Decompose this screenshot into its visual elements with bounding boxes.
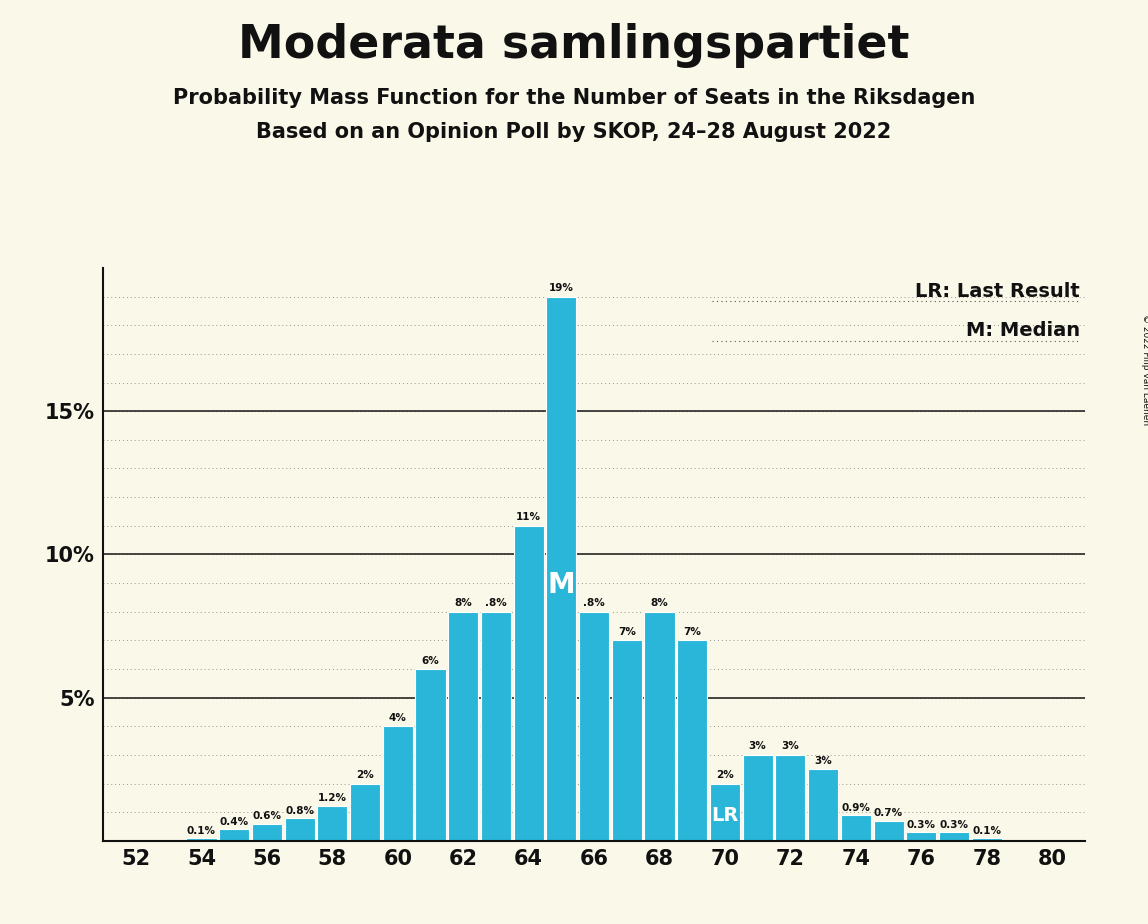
Text: 8%: 8% <box>651 598 668 608</box>
Text: Probability Mass Function for the Number of Seats in the Riksdagen: Probability Mass Function for the Number… <box>173 88 975 108</box>
Bar <box>874 821 903 841</box>
Text: 0.4%: 0.4% <box>219 817 249 827</box>
Bar <box>317 807 348 841</box>
Text: 8%: 8% <box>455 598 472 608</box>
Bar <box>939 833 969 841</box>
Text: 4%: 4% <box>389 712 406 723</box>
Text: 0.3%: 0.3% <box>939 820 969 830</box>
Bar <box>186 838 217 841</box>
Text: Based on an Opinion Poll by SKOP, 24–28 August 2022: Based on an Opinion Poll by SKOP, 24–28 … <box>256 122 892 142</box>
Text: Moderata samlingspartiet: Moderata samlingspartiet <box>239 23 909 68</box>
Text: 3%: 3% <box>814 756 832 766</box>
Text: 11%: 11% <box>517 512 541 522</box>
Text: 3%: 3% <box>782 741 799 751</box>
Bar <box>481 612 511 841</box>
Text: .8%: .8% <box>486 598 506 608</box>
Text: 1.2%: 1.2% <box>318 793 347 803</box>
Text: M: Median: M: Median <box>965 321 1080 340</box>
Text: 0.9%: 0.9% <box>841 803 870 813</box>
Text: 7%: 7% <box>618 626 636 637</box>
Bar <box>382 726 413 841</box>
Bar <box>808 769 838 841</box>
Bar <box>971 838 1002 841</box>
Bar <box>709 784 740 841</box>
Text: .8%: .8% <box>583 598 605 608</box>
Bar <box>448 612 479 841</box>
Bar <box>251 823 282 841</box>
Bar <box>350 784 380 841</box>
Bar <box>513 526 544 841</box>
Bar <box>840 815 871 841</box>
Text: LR: Last Result: LR: Last Result <box>915 283 1080 301</box>
Text: LR: LR <box>712 806 738 824</box>
Bar <box>416 669 445 841</box>
Text: © 2022 Filip van Laenen: © 2022 Filip van Laenen <box>1141 314 1148 425</box>
Text: 7%: 7% <box>683 626 701 637</box>
Bar <box>906 833 937 841</box>
Text: 0.1%: 0.1% <box>187 826 216 835</box>
Text: 0.8%: 0.8% <box>285 806 315 816</box>
Text: 19%: 19% <box>549 283 574 293</box>
Text: M: M <box>548 571 575 599</box>
Bar <box>579 612 610 841</box>
Text: 3%: 3% <box>748 741 767 751</box>
Bar <box>612 640 642 841</box>
Bar <box>285 818 315 841</box>
Bar <box>546 297 576 841</box>
Bar <box>219 830 249 841</box>
Bar <box>644 612 675 841</box>
Text: 0.6%: 0.6% <box>253 811 281 821</box>
Text: 2%: 2% <box>356 770 374 780</box>
Text: 0.1%: 0.1% <box>972 826 1001 835</box>
Text: 2%: 2% <box>716 770 734 780</box>
Text: 0.7%: 0.7% <box>874 808 903 819</box>
Bar <box>775 755 806 841</box>
Bar <box>677 640 707 841</box>
Text: 6%: 6% <box>421 655 440 665</box>
Bar <box>743 755 773 841</box>
Text: 0.3%: 0.3% <box>907 820 936 830</box>
